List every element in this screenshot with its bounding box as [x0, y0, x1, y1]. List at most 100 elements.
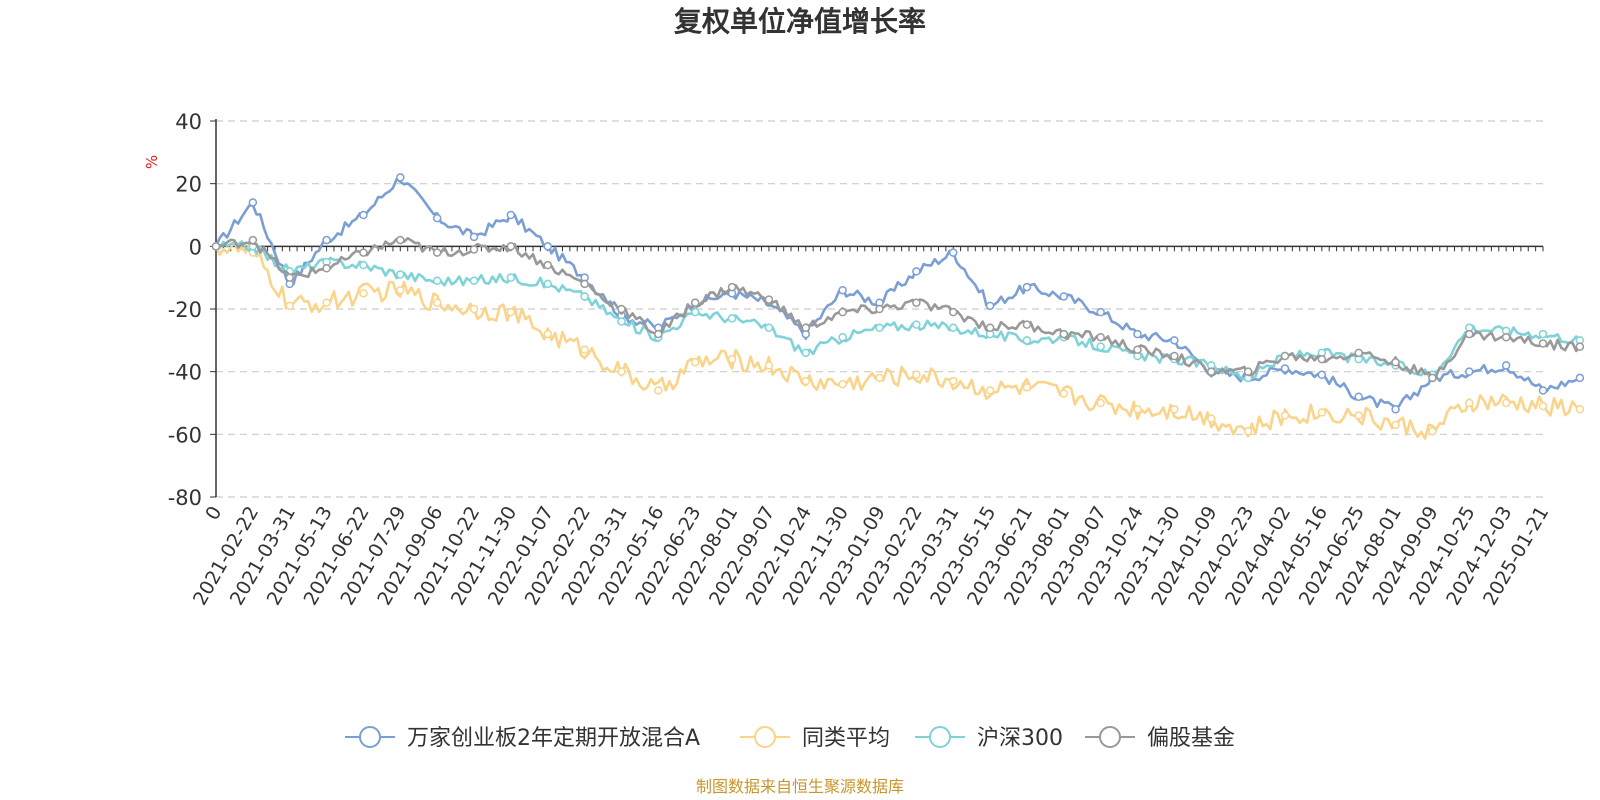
- data-point: [1170, 336, 1179, 345]
- y-tick-label: 40: [175, 110, 202, 134]
- x-tick-label: 0: [201, 503, 226, 524]
- legend[interactable]: 万家创业板2年定期开放混合A 同类平均 沪深300 偏股基金: [345, 726, 1235, 751]
- data-point: [801, 376, 811, 386]
- data-point: [1022, 336, 1032, 345]
- data-point: [285, 301, 294, 311]
- data-point: [838, 332, 847, 342]
- data-point: [838, 307, 847, 317]
- y-tick-label: -20: [168, 298, 202, 322]
- data-point: [1465, 398, 1474, 408]
- data-point: [322, 235, 331, 245]
- legend-label: 同类平均: [802, 726, 890, 751]
- data-point: [580, 292, 589, 301]
- data-point: [506, 210, 516, 220]
- data-point: [1059, 329, 1069, 339]
- data-point: [985, 386, 995, 395]
- data-point: [1428, 373, 1437, 383]
- legend-marker: [929, 726, 951, 748]
- data-point: [322, 298, 331, 307]
- data-point: [1133, 329, 1142, 339]
- legend-item[interactable]: 同类平均: [740, 726, 890, 751]
- legend-marker: [1099, 726, 1121, 748]
- data-point: [1354, 411, 1363, 420]
- data-point: [1207, 414, 1216, 423]
- legend-item[interactable]: 偏股基金: [1085, 726, 1235, 751]
- data-point: [1538, 401, 1548, 411]
- data-point: [1354, 392, 1363, 401]
- data-point: [432, 248, 442, 257]
- data-point: [801, 323, 811, 333]
- data-point: [469, 304, 479, 314]
- data-point: [1096, 398, 1105, 408]
- y-unit-label: %: [143, 155, 161, 169]
- data-point: [1465, 329, 1474, 339]
- data-point: [506, 307, 516, 317]
- data-point: [948, 248, 958, 257]
- data-point: [1391, 405, 1400, 414]
- legend-item[interactable]: 沪深300: [915, 726, 1063, 751]
- data-point: [396, 173, 405, 182]
- data-point: [506, 242, 516, 251]
- data-point: [801, 348, 811, 358]
- series-lines: [211, 173, 1585, 440]
- data-point: [1317, 354, 1327, 364]
- data-point: [912, 267, 921, 276]
- series-line: [214, 240, 1581, 440]
- data-point: [1538, 339, 1548, 348]
- data-point: [1317, 408, 1327, 417]
- data-point: [1170, 405, 1179, 414]
- series-line: [215, 237, 1581, 380]
- data-point: [1317, 370, 1327, 380]
- data-point: [690, 298, 700, 307]
- data-point: [1133, 345, 1142, 354]
- data-point: [1538, 386, 1548, 395]
- data-point: [1022, 282, 1032, 292]
- data-point: [469, 276, 479, 286]
- data-point: [948, 376, 958, 386]
- data-point: [764, 295, 774, 304]
- data-point: [543, 329, 552, 339]
- legend-marker: [359, 726, 381, 748]
- legend-label: 偏股基金: [1147, 726, 1235, 751]
- data-point: [543, 279, 552, 289]
- data-point: [617, 367, 626, 376]
- data-point: [875, 373, 884, 383]
- legend-marker: [754, 726, 776, 748]
- data-point: [359, 260, 368, 270]
- data-point: [285, 273, 294, 282]
- data-point: [359, 210, 368, 220]
- data-point: [985, 301, 995, 311]
- y-tick-label: -80: [168, 486, 202, 510]
- data-point: [469, 232, 479, 242]
- data-point: [764, 361, 774, 370]
- data-point: [1428, 426, 1437, 436]
- data-point: [432, 298, 442, 307]
- legend-label: 沪深300: [977, 726, 1063, 751]
- data-point: [469, 245, 479, 254]
- data-point: [1096, 307, 1105, 317]
- data-point: [580, 279, 589, 289]
- data-point: [875, 323, 884, 333]
- data-point: [912, 370, 921, 380]
- data-point: [838, 379, 847, 389]
- data-point: [1022, 320, 1032, 329]
- data-point: [1243, 426, 1253, 436]
- legend-item[interactable]: 万家创业板2年定期开放混合A: [345, 726, 700, 751]
- series-1: [211, 240, 1585, 440]
- data-point: [727, 354, 737, 364]
- data-point: [248, 235, 258, 245]
- data-point: [1575, 373, 1585, 383]
- data-point: [580, 345, 589, 354]
- y-tick-label: -60: [168, 423, 202, 447]
- data-point: [1243, 367, 1253, 376]
- data-point: [1207, 367, 1216, 376]
- data-point: [211, 242, 221, 251]
- legend-label: 万家创业板2年定期开放混合A: [407, 726, 700, 751]
- series-2: [211, 240, 1585, 383]
- data-point: [1096, 342, 1105, 351]
- source-note: 制图数据来自恒生聚源数据库: [696, 777, 904, 796]
- data-point: [1501, 332, 1511, 342]
- data-point: [727, 282, 737, 292]
- data-point: [543, 242, 552, 251]
- data-point: [948, 307, 958, 317]
